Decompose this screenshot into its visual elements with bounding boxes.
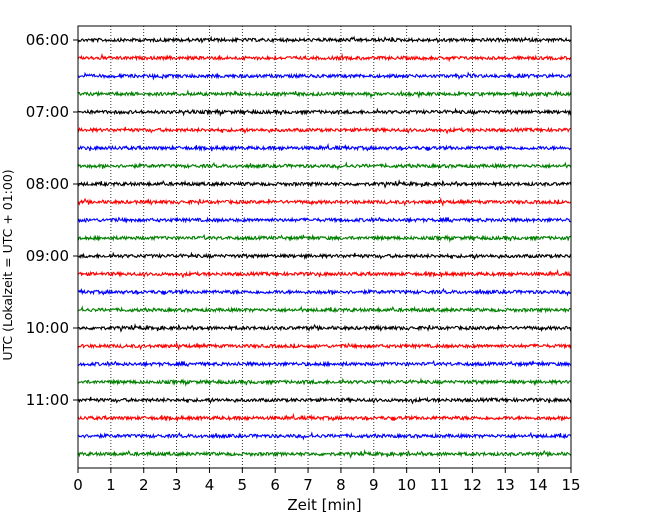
x-tick-label: 0 (73, 476, 83, 494)
trace-line (77, 322, 572, 333)
x-axis-ticks: 0 1 2 3 4 5 6 7 8 9 10 11 12 13 14 15 (73, 468, 581, 494)
x-tick-label: 14 (529, 476, 548, 494)
y-tick-label: 07:00 (26, 103, 69, 121)
trace-line (77, 377, 572, 387)
y-axis-ticks: 06:00 07:00 08:00 09:00 10:00 11:00 (26, 31, 78, 409)
y-tick-label: 09:00 (26, 247, 69, 265)
trace-line (77, 52, 572, 63)
x-tick-label: 3 (172, 476, 182, 494)
x-tick-label: 4 (205, 476, 215, 494)
trace-line (77, 89, 572, 100)
x-tick-label: 10 (397, 476, 416, 494)
trace-line (77, 197, 572, 208)
trace-line (77, 35, 572, 44)
x-tick-label: 9 (369, 476, 379, 494)
trace-line (77, 161, 572, 171)
trace-line (77, 431, 572, 441)
trace-line (77, 142, 572, 152)
trace-line (77, 126, 572, 135)
trace-line (77, 107, 572, 117)
y-axis-label: UTC (Lokalzeit = UTC + 01:00) (0, 169, 15, 360)
x-tick-label: 6 (270, 476, 280, 494)
x-tick-label: 1 (106, 476, 116, 494)
trace-line (77, 71, 572, 81)
trace-line (77, 251, 572, 261)
x-tick-label: 13 (496, 476, 515, 494)
trace-line (77, 268, 572, 279)
seismogram-traces (77, 35, 572, 459)
trace-line (77, 448, 572, 459)
y-tick-label: 10:00 (26, 319, 69, 337)
plot-frame (77, 25, 572, 469)
y-tick-label: 06:00 (26, 31, 69, 49)
trace-line (77, 178, 572, 189)
x-axis-label: Zeit [min] (287, 496, 361, 514)
trace-line (77, 396, 572, 405)
trace-line (77, 233, 572, 243)
x-tick-label: 12 (463, 476, 482, 494)
trace-line (77, 305, 572, 314)
trace-line (77, 341, 572, 352)
x-tick-label: 11 (430, 476, 449, 494)
trace-line (77, 359, 572, 368)
y-tick-label: 11:00 (26, 391, 69, 409)
x-tick-label: 8 (336, 476, 346, 494)
trace-line (77, 216, 572, 224)
trace-line (77, 287, 572, 297)
y-tick-label: 08:00 (26, 175, 69, 193)
x-tick-label: 7 (303, 476, 313, 494)
x-tick-label: 2 (139, 476, 149, 494)
trace-line (77, 412, 572, 422)
x-tick-label: 5 (238, 476, 248, 494)
x-tick-label: 15 (561, 476, 580, 494)
